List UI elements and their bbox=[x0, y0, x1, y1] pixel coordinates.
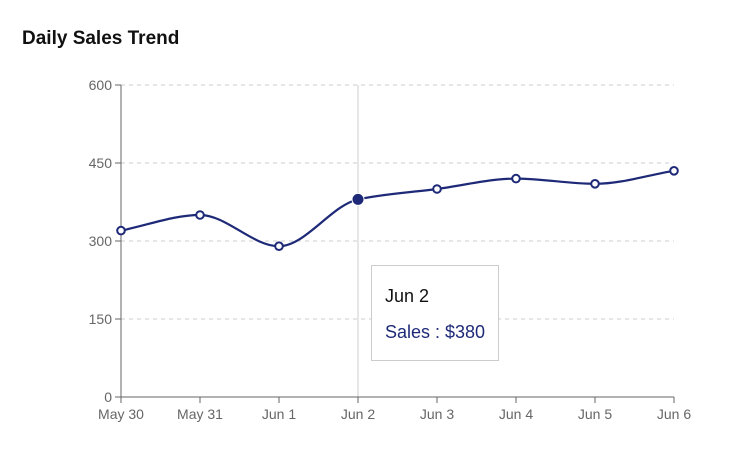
y-tick-label-150: 150 bbox=[89, 311, 113, 327]
y-tick-label-300: 300 bbox=[89, 233, 113, 249]
data-point-5[interactable] bbox=[511, 173, 521, 184]
data-point-1[interactable] bbox=[195, 210, 205, 220]
x-tick-label-4: Jun 3 bbox=[420, 406, 454, 422]
y-tick-label-450: 450 bbox=[89, 155, 113, 171]
x-tick-label-7: Jun 6 bbox=[657, 406, 691, 422]
tooltip-label: Jun 2 bbox=[385, 286, 430, 306]
x-tick-label-6: Jun 5 bbox=[578, 406, 612, 422]
y-tick-label-600: 600 bbox=[89, 77, 113, 93]
data-point-active[interactable] bbox=[351, 192, 365, 206]
data-point-2[interactable] bbox=[274, 241, 284, 251]
tooltip: Jun 2 Sales : $380 bbox=[371, 265, 499, 361]
data-point-6[interactable] bbox=[590, 179, 600, 189]
tooltip-value: Sales : $380 bbox=[385, 322, 486, 342]
data-points bbox=[116, 166, 679, 251]
y-tick-label-0: 0 bbox=[104, 389, 112, 405]
tick-labels: 0 150 300 450 600 May 30 May 31 Jun 1 Jun 2 Jun 3… bbox=[89, 77, 692, 422]
data-point-7[interactable] bbox=[669, 166, 679, 176]
x-tick-label-1: May 31 bbox=[177, 406, 223, 422]
x-tick-label-5: Jun 4 bbox=[499, 406, 533, 422]
x-tick-label-0: May 30 bbox=[98, 406, 144, 422]
data-point-0[interactable] bbox=[116, 225, 126, 236]
x-tick-label-3: Jun 2 bbox=[341, 406, 375, 422]
x-tick-label-2: Jun 1 bbox=[262, 406, 296, 422]
chart-title: Daily Sales Trend bbox=[22, 28, 180, 49]
axes bbox=[115, 84, 675, 403]
data-point-4[interactable] bbox=[432, 184, 442, 194]
